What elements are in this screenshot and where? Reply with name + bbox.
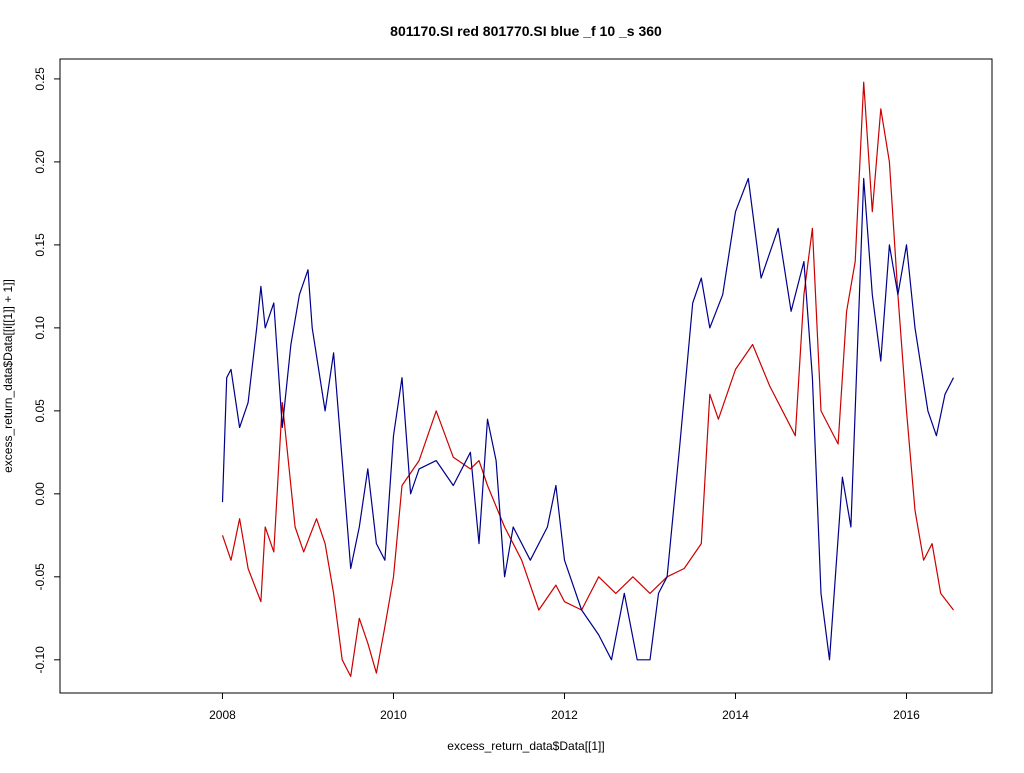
chart-title: 801170.SI red 801770.SI blue _f 10 _s 36… (390, 23, 662, 39)
y-axis-label: excess_return_data$Data[[i[[1]] + 1]] (1, 279, 15, 473)
plot-frame (59, 58, 993, 694)
x-tick-label: 2012 (551, 708, 578, 722)
y-tick-label: 0.15 (33, 233, 47, 257)
y-tick-label: 0.05 (33, 399, 47, 423)
y-tick-label: -0.10 (33, 646, 47, 674)
x-axis-label: excess_return_data$Data[[1]] (447, 739, 604, 753)
y-tick-label: 0.00 (33, 482, 47, 506)
y-tick-label: 0.20 (33, 150, 47, 174)
series-layer (221, 81, 955, 678)
x-tick-label: 2014 (722, 708, 749, 722)
series-line-2 (221, 177, 955, 661)
x-axis: 2008 2010 2012 2014 2016 (209, 693, 920, 722)
x-tick-label: 2016 (893, 708, 920, 722)
y-tick-label: 0.25 (33, 67, 47, 91)
y-tick-label: -0.05 (33, 563, 47, 591)
x-tick-label: 2008 (209, 708, 236, 722)
y-axis: -0.10 -0.05 0.00 0.05 0.10 0.15 0.20 0.25 (33, 67, 60, 674)
series-line-1 (221, 81, 954, 678)
y-tick-label: 0.10 (33, 316, 47, 340)
x-tick-label: 2010 (380, 708, 407, 722)
